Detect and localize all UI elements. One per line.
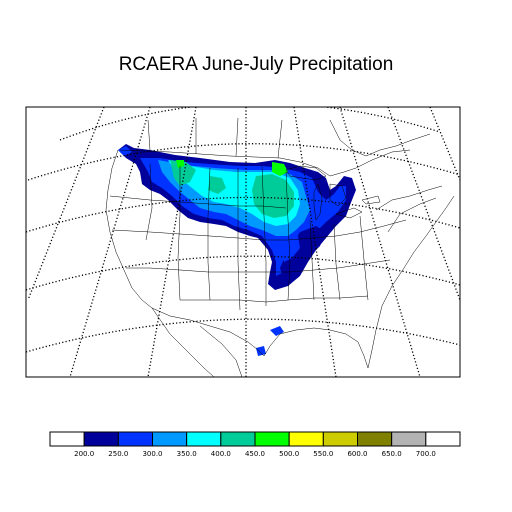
- precip-450-region: [208, 176, 226, 194]
- legend-tick-label: 650.0: [382, 450, 402, 458]
- precip-250-region: [280, 226, 326, 280]
- parallel-line: [59, 107, 441, 141]
- lake-superior: [285, 165, 327, 181]
- meridian-line: [429, 107, 460, 181]
- boundaries: [105, 117, 455, 377]
- legend-tick-label: 550.0: [313, 450, 333, 458]
- legend-color-box: [186, 431, 222, 447]
- legend-color-box: [425, 431, 461, 447]
- map-frame: [25, 106, 461, 378]
- parallel-line: [26, 196, 460, 233]
- meridian-line: [293, 107, 337, 377]
- precip-300-region: [282, 236, 300, 262]
- gulf-coastline: [151, 307, 369, 369]
- legend-color-box: [83, 431, 119, 447]
- legend-tick-label: 400.0: [211, 450, 231, 458]
- lake-michigan: [313, 183, 323, 221]
- pacific-coastline: [105, 149, 153, 309]
- lake-huron: [329, 183, 347, 207]
- legend-color-box: [322, 431, 359, 447]
- legend-color-box: [288, 431, 324, 447]
- legend-labels: 200.0 250.0 300.0 350.0 400.0 450.0 500.0 550.0…: [74, 450, 436, 458]
- mexico-borders: [151, 307, 243, 377]
- precip-300-region: [270, 326, 284, 336]
- graticule: [26, 107, 460, 377]
- precip-300-region: [256, 346, 266, 356]
- province-borders: [147, 117, 283, 159]
- legend-tick-label: 450.0: [245, 450, 265, 458]
- atlantic-coastline: [367, 195, 455, 369]
- legend-tick-label: 250.0: [108, 450, 128, 458]
- lake-ontario: [361, 195, 381, 205]
- legend-color-box: [117, 431, 154, 447]
- precip-450-region: [170, 160, 196, 186]
- legend-tick-label: 600.0: [347, 450, 367, 458]
- lake-erie: [335, 207, 363, 219]
- state-borders: [109, 163, 443, 311]
- parallel-line: [27, 143, 460, 181]
- precip-500-region: [176, 160, 184, 168]
- legend-color-box: [254, 431, 290, 447]
- legend-tick-label: 350.0: [177, 450, 197, 458]
- legend-color-box: [220, 431, 256, 447]
- legend-color-box: [152, 431, 188, 447]
- legend-tick-label: 300.0: [142, 450, 162, 458]
- legend-boxes: [49, 431, 461, 447]
- legend-tick-label: 500.0: [279, 450, 299, 458]
- meridian-line: [27, 107, 105, 301]
- meridian-line: [69, 107, 151, 377]
- meridian-line: [339, 107, 421, 377]
- legend-color-box: [391, 431, 427, 447]
- precip-300-region: [118, 146, 132, 156]
- meridian-line: [387, 107, 460, 301]
- map-title: RCAERA June-July Precipitation: [118, 54, 394, 75]
- legend-tick-label: 700.0: [416, 450, 436, 458]
- canada-coast: [329, 119, 431, 157]
- legend-color-box: [357, 431, 393, 447]
- precip-500-region: [272, 162, 288, 176]
- us-canada-border: [119, 149, 411, 177]
- legend-color-box: [49, 431, 85, 447]
- meridian-line: [147, 107, 197, 377]
- precip-450-region: [252, 174, 294, 218]
- legend-tick-label: 200.0: [74, 450, 94, 458]
